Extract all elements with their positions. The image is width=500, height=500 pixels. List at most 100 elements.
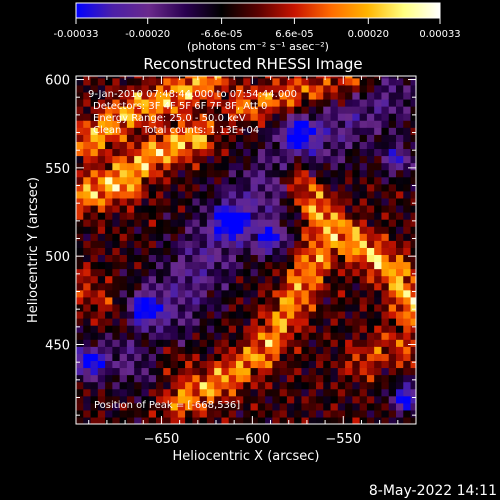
heatmap-cell bbox=[286, 402, 295, 411]
heatmap-cell bbox=[206, 289, 215, 298]
heatmap-cell bbox=[134, 190, 143, 199]
heatmap-cell bbox=[279, 183, 288, 192]
heatmap-cell bbox=[112, 183, 121, 192]
heatmap-cell bbox=[403, 325, 412, 333]
heatmap-cell bbox=[294, 204, 303, 213]
heatmap-cell bbox=[250, 254, 259, 263]
heatmap-cell bbox=[323, 162, 332, 171]
heatmap-cell bbox=[337, 318, 346, 326]
heatmap-cell bbox=[396, 374, 404, 383]
heatmap-cell bbox=[279, 296, 288, 305]
heatmap-cell bbox=[134, 226, 143, 234]
heatmap-cell bbox=[90, 176, 99, 185]
heatmap-cell bbox=[294, 91, 303, 100]
heatmap-cell bbox=[214, 162, 223, 171]
heatmap-cell bbox=[243, 197, 252, 206]
heatmap-cell bbox=[337, 219, 346, 227]
heatmap-cell bbox=[272, 275, 281, 284]
heatmap-cell bbox=[141, 233, 150, 241]
heatmap-cell bbox=[83, 353, 92, 362]
heatmap-cell bbox=[156, 353, 164, 362]
heatmap-cell bbox=[119, 212, 128, 220]
colorbar-tick-label: 0.00020 bbox=[348, 29, 389, 40]
heatmap-cell bbox=[403, 360, 412, 369]
heatmap-cell bbox=[337, 289, 346, 298]
heatmap-cell bbox=[308, 120, 317, 128]
heatmap-cell bbox=[199, 282, 208, 291]
heatmap-cell bbox=[286, 381, 295, 390]
heatmap-cell bbox=[250, 197, 259, 206]
heatmap-cell bbox=[410, 367, 416, 376]
heatmap-cell bbox=[177, 339, 186, 347]
heatmap-cell bbox=[206, 296, 215, 305]
heatmap-cell bbox=[148, 360, 157, 369]
heatmap-cell bbox=[286, 247, 295, 256]
heatmap-cell bbox=[236, 395, 244, 404]
heatmap-cell bbox=[374, 106, 383, 114]
heatmap-cell bbox=[90, 98, 99, 107]
heatmap-cell bbox=[214, 148, 223, 157]
heatmap-cell bbox=[388, 381, 397, 390]
heatmap-cell bbox=[228, 254, 237, 263]
heatmap-cell bbox=[345, 169, 353, 178]
heatmap-cell bbox=[199, 289, 208, 298]
heatmap-cell bbox=[279, 388, 288, 397]
heatmap-cell bbox=[257, 374, 266, 383]
heatmap-cell bbox=[330, 381, 339, 390]
heatmap-cell bbox=[83, 84, 92, 93]
heatmap-cell bbox=[250, 289, 259, 298]
heatmap-cell bbox=[403, 289, 412, 298]
heatmap-cell bbox=[119, 127, 128, 135]
heatmap-cell bbox=[221, 395, 230, 404]
heatmap-cell bbox=[294, 113, 303, 121]
heatmap-cell bbox=[90, 296, 99, 305]
heatmap-cell bbox=[308, 367, 317, 376]
heatmap-cell bbox=[214, 106, 223, 114]
heatmap-cell bbox=[265, 318, 273, 326]
heatmap-cell bbox=[192, 282, 201, 291]
heatmap-cell bbox=[76, 183, 84, 192]
heatmap-cell bbox=[119, 176, 128, 185]
heatmap-cell bbox=[228, 76, 237, 79]
heatmap-cell bbox=[76, 127, 84, 135]
heatmap-cell bbox=[294, 134, 303, 142]
heatmap-cell bbox=[90, 325, 99, 333]
heatmap-cell bbox=[90, 332, 99, 340]
heatmap-cell bbox=[323, 155, 332, 164]
heatmap-cell bbox=[316, 296, 324, 305]
heatmap-cell bbox=[308, 247, 317, 256]
heatmap-cell bbox=[119, 381, 128, 390]
colorbar-tick-label: 0.00033 bbox=[419, 29, 460, 40]
heatmap-cell bbox=[337, 381, 346, 390]
heatmap-cell bbox=[374, 381, 383, 390]
heatmap-cell bbox=[206, 374, 215, 383]
heatmap-cell bbox=[141, 360, 150, 369]
heatmap-cell bbox=[323, 261, 332, 270]
heatmap-cell bbox=[257, 325, 266, 333]
heatmap-cell bbox=[396, 353, 404, 362]
heatmap-cell bbox=[105, 148, 113, 157]
heatmap-cell bbox=[119, 318, 128, 326]
heatmap-cell bbox=[126, 275, 135, 284]
heatmap-cell bbox=[236, 91, 244, 100]
heatmap-cell bbox=[279, 141, 288, 150]
heatmap-cell bbox=[381, 204, 390, 213]
heatmap-cell bbox=[192, 416, 201, 424]
heatmap-cell bbox=[148, 261, 157, 270]
heatmap-cell bbox=[163, 374, 172, 383]
heatmap-cell bbox=[301, 353, 310, 362]
heatmap-cell bbox=[228, 212, 237, 220]
heatmap-cell bbox=[410, 360, 416, 369]
heatmap-cell bbox=[337, 120, 346, 128]
heatmap-cell bbox=[265, 162, 273, 171]
heatmap-cell bbox=[76, 303, 84, 312]
heatmap-cell bbox=[141, 388, 150, 397]
heatmap-cell bbox=[316, 367, 324, 376]
heatmap-cell bbox=[199, 254, 208, 263]
heatmap-cell bbox=[134, 134, 143, 142]
heatmap-cell bbox=[90, 360, 99, 369]
heatmap-cell bbox=[286, 310, 295, 319]
heatmap-cell bbox=[192, 360, 201, 369]
heatmap-cell bbox=[265, 84, 273, 93]
heatmap-cell bbox=[83, 261, 92, 270]
